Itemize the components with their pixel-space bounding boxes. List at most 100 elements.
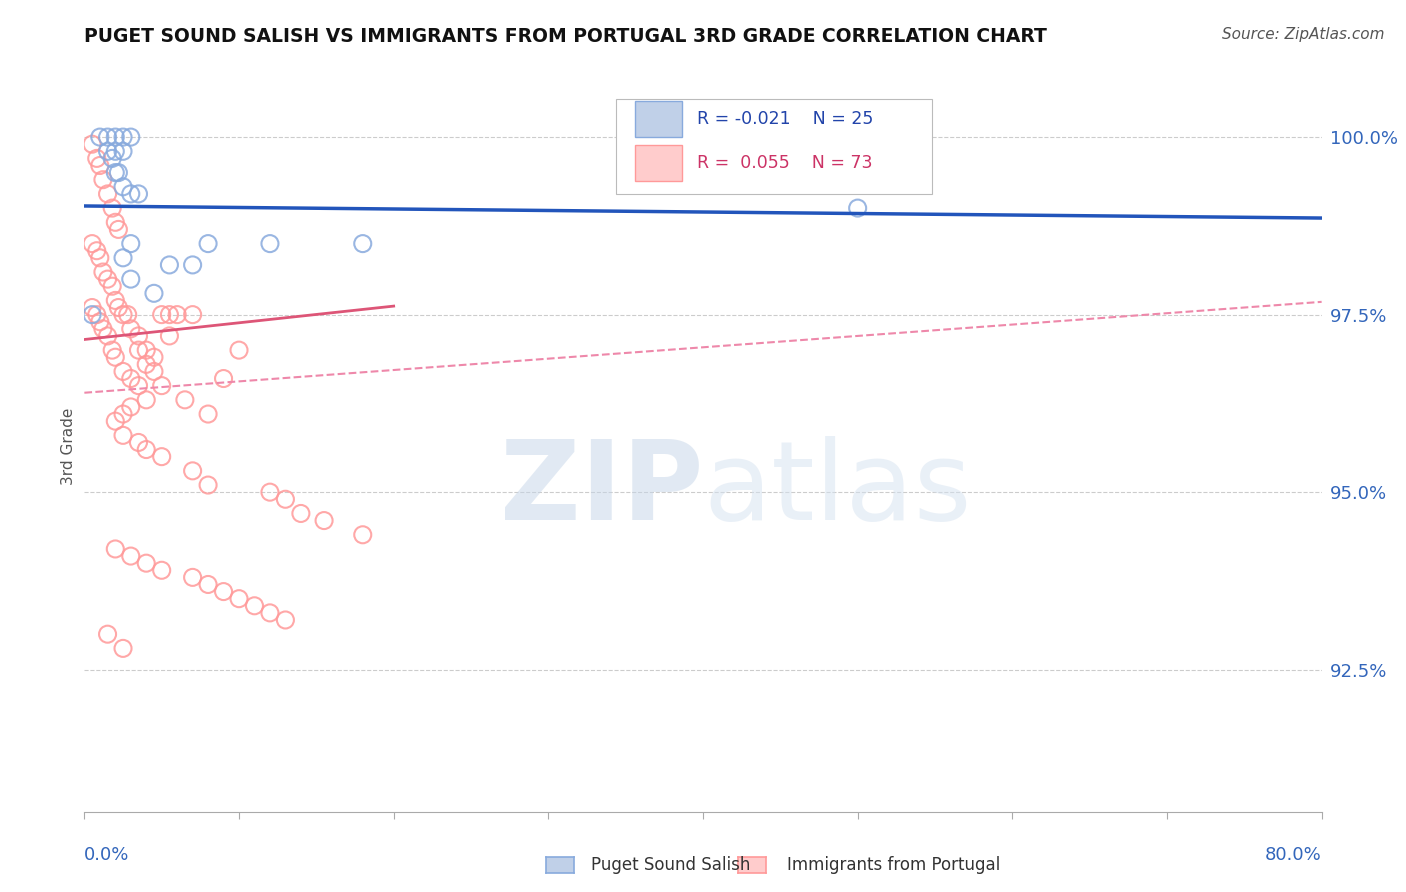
- Point: [352, 528, 374, 542]
- Point: [96, 627, 118, 641]
- Point: [86, 152, 108, 166]
- Point: [181, 258, 204, 272]
- Point: [96, 329, 118, 343]
- Point: [86, 308, 108, 322]
- Point: [135, 357, 157, 371]
- Point: [352, 236, 374, 251]
- Point: [274, 613, 297, 627]
- Point: [159, 258, 180, 272]
- Point: [104, 414, 127, 428]
- Point: [101, 201, 124, 215]
- Point: [181, 308, 204, 322]
- Point: [82, 236, 104, 251]
- Point: [197, 577, 219, 591]
- Point: [127, 186, 149, 201]
- Point: [212, 584, 235, 599]
- Text: Puget Sound Salish: Puget Sound Salish: [591, 856, 749, 874]
- Point: [150, 308, 173, 322]
- Point: [228, 343, 250, 358]
- Point: [143, 350, 166, 364]
- Point: [197, 236, 219, 251]
- Point: [91, 322, 114, 336]
- Point: [112, 407, 135, 421]
- Point: [197, 478, 219, 492]
- Text: R = -0.021    N = 25: R = -0.021 N = 25: [697, 111, 873, 128]
- Point: [107, 222, 129, 236]
- Point: [243, 599, 266, 613]
- Point: [181, 570, 204, 584]
- Point: [127, 343, 149, 358]
- Point: [89, 130, 111, 145]
- Y-axis label: 3rd Grade: 3rd Grade: [60, 408, 76, 484]
- FancyBboxPatch shape: [636, 145, 682, 181]
- Point: [150, 450, 173, 464]
- Point: [91, 265, 114, 279]
- Text: Source: ZipAtlas.com: Source: ZipAtlas.com: [1222, 27, 1385, 42]
- Point: [104, 165, 127, 179]
- Point: [143, 286, 166, 301]
- Text: PUGET SOUND SALISH VS IMMIGRANTS FROM PORTUGAL 3RD GRADE CORRELATION CHART: PUGET SOUND SALISH VS IMMIGRANTS FROM PO…: [84, 27, 1047, 45]
- FancyBboxPatch shape: [636, 101, 682, 137]
- Point: [104, 130, 127, 145]
- Point: [174, 392, 197, 407]
- Point: [112, 251, 135, 265]
- Point: [120, 130, 142, 145]
- Point: [112, 179, 135, 194]
- Point: [120, 322, 142, 336]
- Point: [104, 293, 127, 308]
- Point: [96, 272, 118, 286]
- Point: [120, 272, 142, 286]
- Point: [117, 308, 139, 322]
- Point: [120, 549, 142, 563]
- Point: [150, 378, 173, 392]
- Point: [135, 343, 157, 358]
- Point: [96, 145, 118, 159]
- Point: [101, 152, 124, 166]
- Point: [259, 485, 281, 500]
- Point: [101, 279, 124, 293]
- Point: [846, 201, 869, 215]
- Text: ZIP: ZIP: [499, 436, 703, 543]
- Point: [86, 244, 108, 258]
- Point: [112, 145, 135, 159]
- Point: [89, 315, 111, 329]
- Point: [104, 215, 127, 229]
- Text: 80.0%: 80.0%: [1265, 846, 1322, 863]
- Point: [82, 308, 104, 322]
- Point: [104, 350, 127, 364]
- Point: [112, 364, 135, 378]
- Point: [120, 236, 142, 251]
- Point: [82, 137, 104, 152]
- Point: [120, 400, 142, 414]
- Text: atlas: atlas: [703, 436, 972, 543]
- Point: [312, 514, 335, 528]
- Point: [228, 591, 250, 606]
- FancyBboxPatch shape: [616, 99, 932, 194]
- Point: [127, 435, 149, 450]
- Point: [112, 428, 135, 442]
- Point: [82, 301, 104, 315]
- Point: [274, 492, 297, 507]
- Point: [91, 172, 114, 186]
- Text: Immigrants from Portugal: Immigrants from Portugal: [787, 856, 1001, 874]
- Point: [96, 186, 118, 201]
- Point: [159, 308, 180, 322]
- Point: [150, 563, 173, 577]
- Point: [120, 186, 142, 201]
- Point: [159, 329, 180, 343]
- Point: [135, 556, 157, 570]
- Point: [127, 378, 149, 392]
- Point: [197, 407, 219, 421]
- Point: [107, 301, 129, 315]
- Point: [120, 371, 142, 385]
- Point: [112, 308, 135, 322]
- Point: [135, 392, 157, 407]
- Point: [212, 371, 235, 385]
- Point: [101, 343, 124, 358]
- Point: [127, 329, 149, 343]
- Point: [89, 251, 111, 265]
- Point: [259, 236, 281, 251]
- Point: [259, 606, 281, 620]
- Text: 0.0%: 0.0%: [84, 846, 129, 863]
- Point: [135, 442, 157, 457]
